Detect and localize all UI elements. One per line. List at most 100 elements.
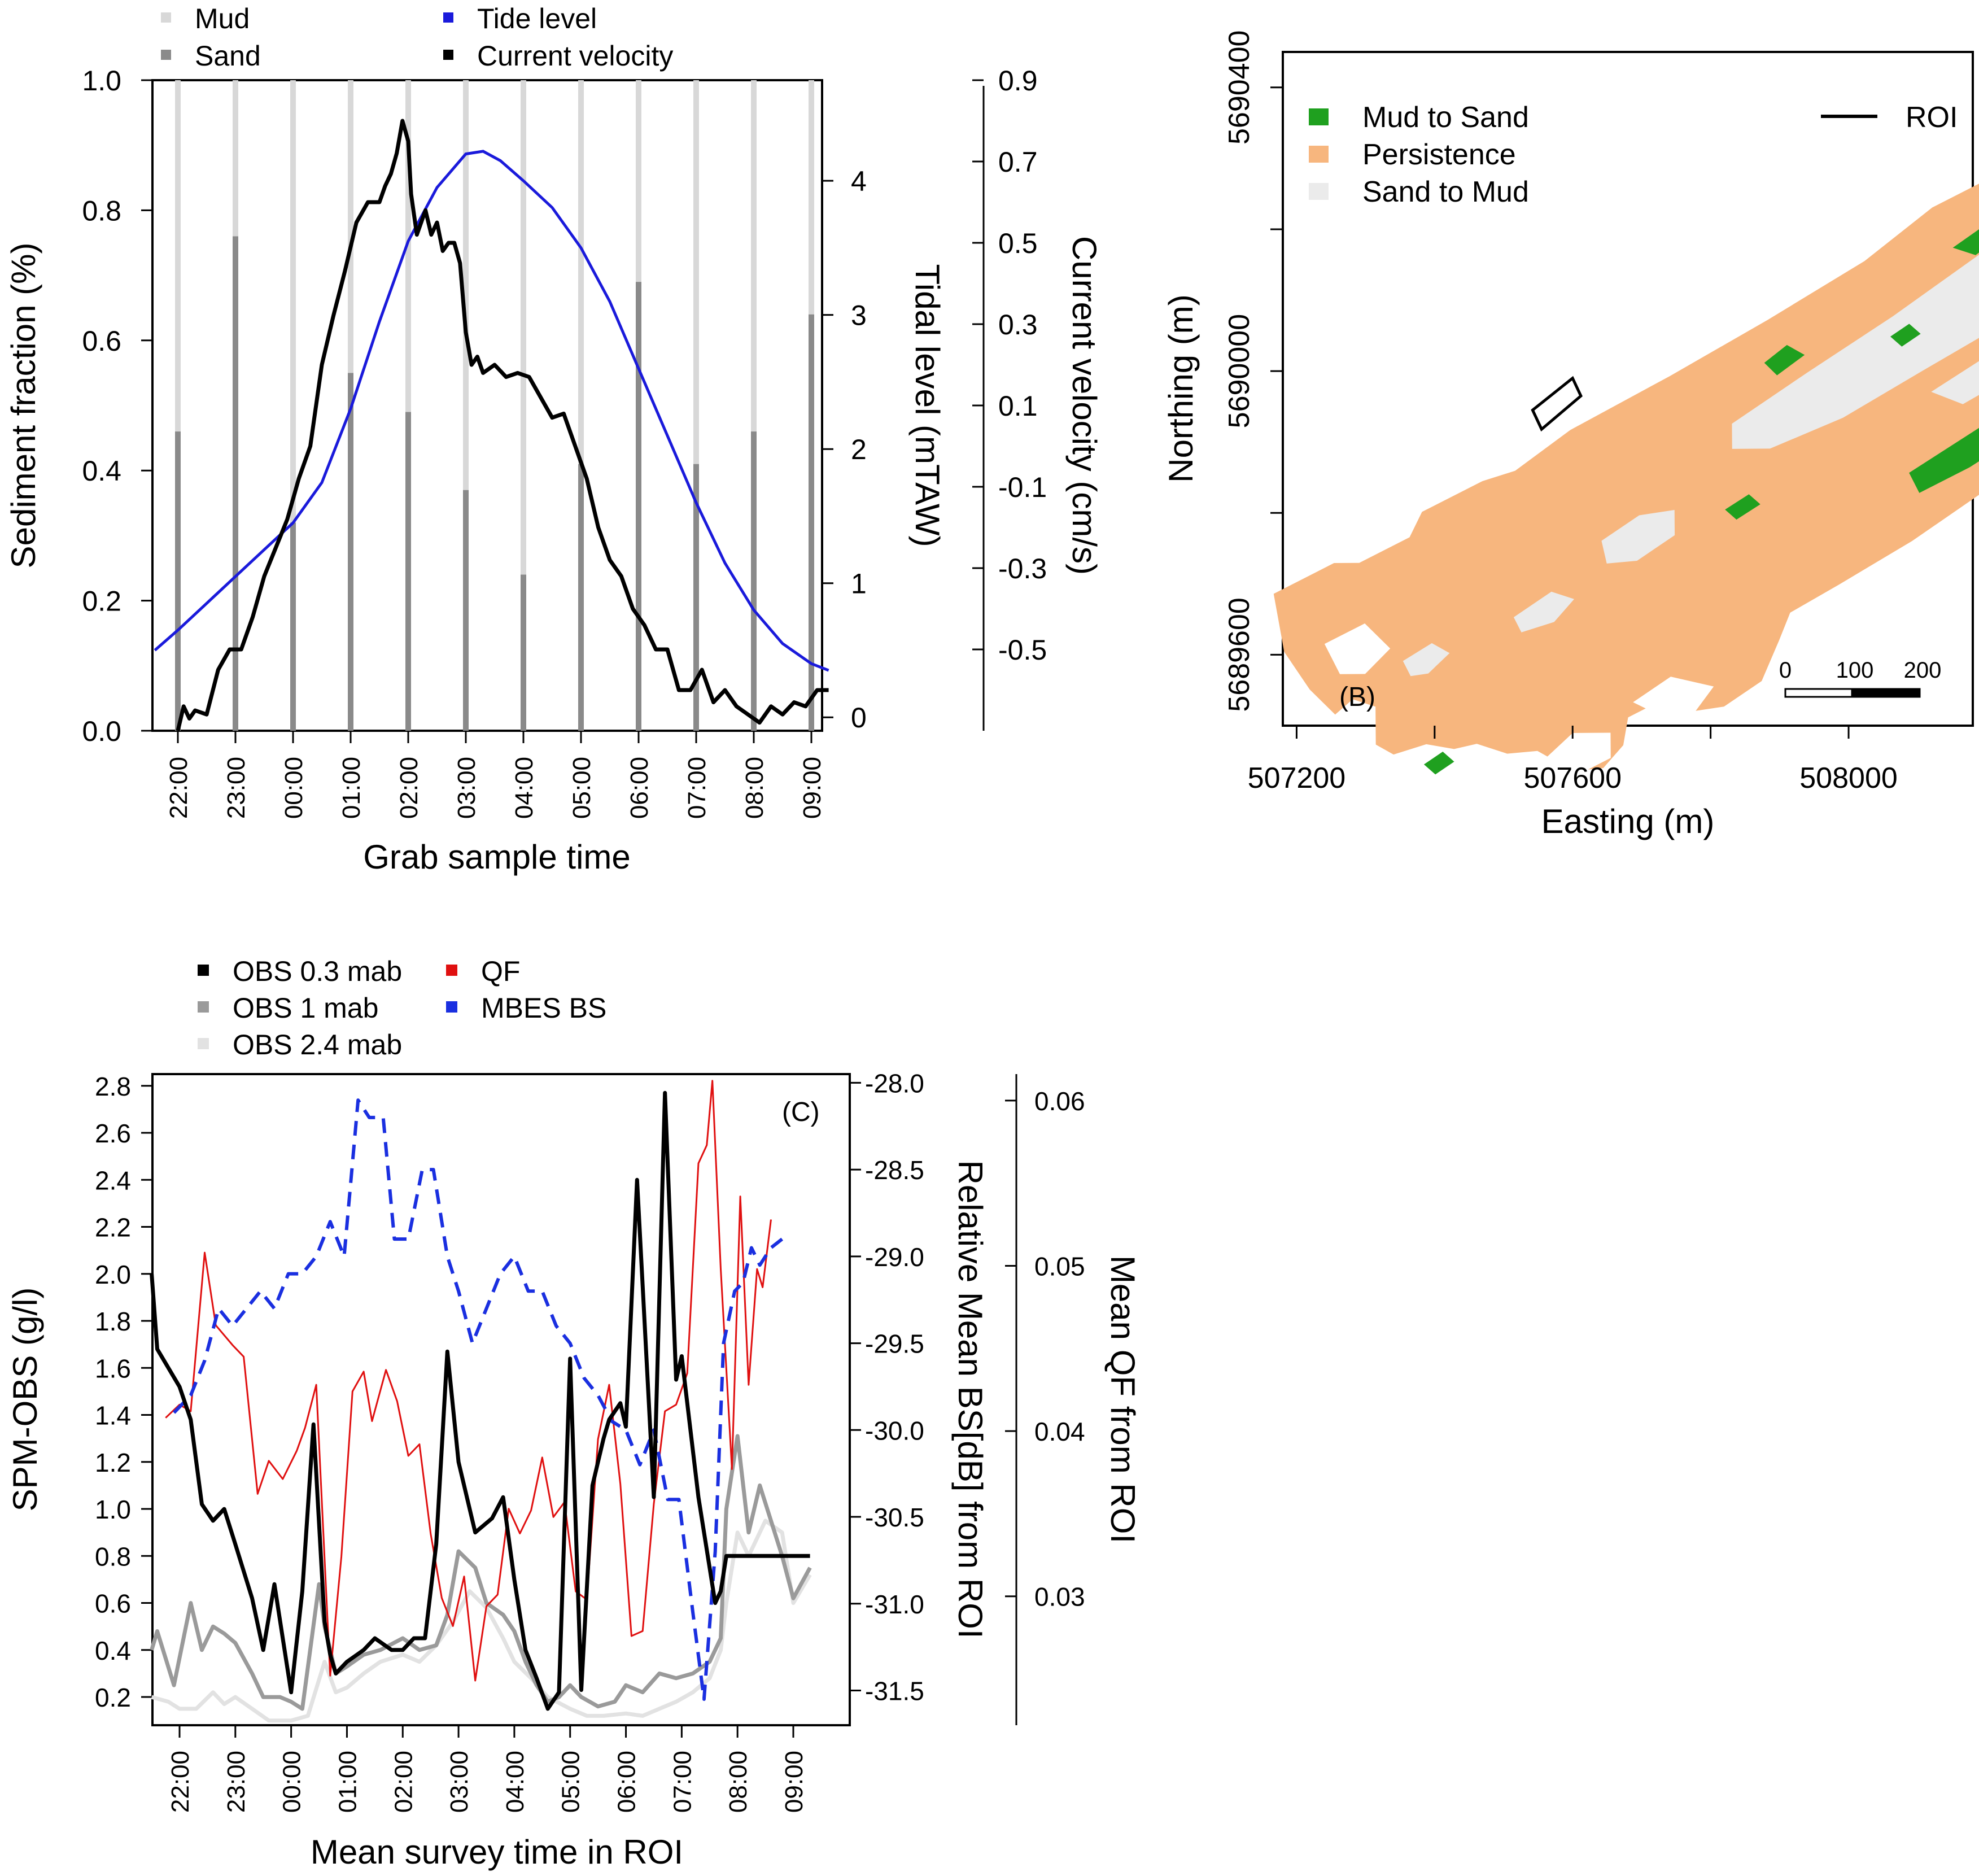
notch-bottom-left-2 bbox=[1633, 677, 1714, 717]
y-tick-label: 0.2 bbox=[95, 1683, 131, 1712]
panel-c-plot-frame bbox=[151, 1073, 851, 1726]
panel-a-x-axis: 22:00 23:00 00:00 01:00 02:00 03:00 04:00 05:00… bbox=[165, 731, 826, 819]
mud-bar bbox=[693, 80, 699, 464]
sand-to-mud-patch bbox=[1931, 351, 1979, 404]
y-tick-label: 1.2 bbox=[95, 1448, 131, 1477]
mud-bar bbox=[636, 80, 641, 282]
current-tick-label: -0.3 bbox=[998, 553, 1047, 584]
y-tick-label: 2.6 bbox=[95, 1119, 131, 1148]
x-tick-label: 03:00 bbox=[445, 1751, 473, 1813]
x-tick-label: 02:00 bbox=[390, 1751, 417, 1813]
obs-0-3-mab-line bbox=[150, 1090, 810, 1711]
legend-sand-to-mud-label: Sand to Mud bbox=[1362, 176, 1529, 208]
qf-tick-label: 0.05 bbox=[1034, 1251, 1085, 1281]
mbes-bs-line bbox=[172, 1098, 784, 1701]
mud-bar bbox=[463, 80, 469, 490]
sand-bar bbox=[578, 464, 584, 731]
tide-tick-label: 3 bbox=[851, 300, 867, 331]
x-tick-label: 04:00 bbox=[501, 1751, 529, 1813]
mud-bar bbox=[521, 80, 526, 575]
tide-tick-label: 0 bbox=[851, 702, 867, 734]
panel-b-x-axis: 507200 507600 508000 bbox=[1248, 726, 1898, 795]
notch-left bbox=[1324, 623, 1391, 674]
panel-b: 507200 507600 508000 5689600 5690000 5690400… bbox=[1162, 30, 1979, 840]
panel-a-bars bbox=[175, 80, 814, 731]
mud-bar bbox=[751, 80, 757, 432]
panel-b-x-label: Easting (m) bbox=[1541, 802, 1715, 840]
x-tick-label: 507200 bbox=[1248, 762, 1346, 795]
obs-1-mab-line bbox=[150, 1434, 812, 1711]
legend-obs03-label: OBS 0.3 mab bbox=[233, 956, 402, 987]
x-tick-label: 03:00 bbox=[453, 757, 480, 819]
legend-tide-swatch bbox=[443, 12, 453, 23]
bs-tick-label: -30.0 bbox=[865, 1416, 924, 1445]
panel-a-x-label: Grab sample time bbox=[363, 838, 631, 876]
mud-to-sand-patches bbox=[1423, 224, 1979, 775]
sand-bar bbox=[348, 373, 353, 731]
mud-to-sand-patch bbox=[1725, 494, 1760, 520]
legend-obs03-swatch bbox=[198, 965, 209, 976]
persistence-area bbox=[1273, 139, 1979, 771]
panel-a-y-axis: 0.0 0.2 0.4 0.6 0.8 1.0 bbox=[82, 65, 152, 747]
sand-to-mud-patch bbox=[1732, 213, 1979, 449]
y-tick-label: 1.8 bbox=[95, 1307, 131, 1336]
qf-tick-label: 0.03 bbox=[1034, 1582, 1085, 1612]
legend-mud-to-sand-label: Mud to Sand bbox=[1362, 101, 1529, 134]
x-tick-label: 09:00 bbox=[798, 757, 826, 819]
sand-bar bbox=[636, 282, 641, 731]
legend-mud-label: Mud bbox=[195, 3, 250, 34]
legend-obs24-swatch bbox=[198, 1038, 209, 1049]
survey-area bbox=[1273, 139, 1979, 776]
current-tick-label: -0.1 bbox=[998, 472, 1047, 503]
x-tick-label: 08:00 bbox=[724, 1751, 752, 1813]
legend-persistence-swatch bbox=[1309, 146, 1329, 163]
roi-rectangle[interactable] bbox=[1531, 376, 1583, 432]
y-tick-label: 0.0 bbox=[82, 716, 121, 747]
x-tick-label: 05:00 bbox=[557, 1751, 585, 1813]
current-tick-label: 0.3 bbox=[998, 309, 1038, 341]
mud-to-sand-patch bbox=[1952, 224, 1979, 255]
sand-to-mud-patch bbox=[1403, 643, 1450, 677]
sand-bar bbox=[233, 236, 238, 731]
x-tick-label: 22:00 bbox=[165, 757, 193, 819]
x-tick-label: 508000 bbox=[1799, 762, 1898, 795]
x-tick-label: 07:00 bbox=[669, 1751, 696, 1813]
bs-tick-label: -30.5 bbox=[865, 1503, 924, 1532]
x-tick-label: 04:00 bbox=[510, 757, 538, 819]
legend-tide-label: Tide level bbox=[477, 3, 597, 34]
sand-bar bbox=[751, 431, 757, 731]
sand-bar bbox=[175, 431, 181, 731]
mud-to-sand-patch bbox=[1764, 344, 1805, 376]
sand-bar bbox=[463, 490, 469, 731]
scale-bar-label-200: 200 bbox=[1904, 658, 1942, 683]
panel-c-y-axis: 0.2 0.4 0.6 0.8 1.0 1.2 1.4 1.6 1.8 2.0 2.2 2.4 2.6 2… bbox=[95, 1072, 152, 1712]
y-tick-label: 2.0 bbox=[95, 1260, 131, 1289]
x-tick-label: 00:00 bbox=[280, 757, 308, 819]
y-tick-label: 2.4 bbox=[95, 1166, 131, 1195]
mud-bar bbox=[233, 80, 238, 237]
y-tick-label: 2.8 bbox=[95, 1072, 131, 1101]
panel-a-y-label: Sediment fraction (%) bbox=[5, 243, 42, 569]
legend-mbes-label: MBES BS bbox=[481, 992, 606, 1024]
panel-c-qf-label: Mean QF from ROI bbox=[1104, 1255, 1142, 1543]
legend-obs24-label: OBS 2.4 mab bbox=[233, 1029, 402, 1061]
y-tick-label: 0.4 bbox=[82, 455, 121, 487]
tide-tick-label: 1 bbox=[851, 568, 867, 600]
y-tick-label: 5690000 bbox=[1223, 314, 1256, 428]
sand-bar bbox=[693, 464, 699, 731]
current-tick-label: 0.7 bbox=[998, 146, 1038, 178]
panel-c-label: (C) bbox=[782, 1097, 820, 1127]
panel-c: OBS 0.3 mab QF OBS 1 mab MBES BS OBS 2.4… bbox=[6, 956, 1142, 1871]
bs-tick-label: -28.5 bbox=[865, 1155, 924, 1185]
panel-c-x-axis: 22:00 23:00 00:00 01:00 02:00 03:00 04:00 05:00… bbox=[167, 1725, 808, 1813]
qf-tick-label: 0.04 bbox=[1034, 1417, 1085, 1446]
panel-a: Mud Sand Tide level Current velocity 0.0… bbox=[5, 3, 1103, 876]
x-tick-label: 507600 bbox=[1523, 762, 1622, 795]
y-tick-label: 0.4 bbox=[95, 1636, 131, 1665]
y-tick-label: 5690400 bbox=[1223, 30, 1256, 145]
x-tick-label: 23:00 bbox=[222, 1751, 250, 1813]
mud-to-sand-patch bbox=[1890, 324, 1921, 347]
sand-bar bbox=[521, 574, 526, 731]
scale-bar-black bbox=[1851, 688, 1921, 698]
